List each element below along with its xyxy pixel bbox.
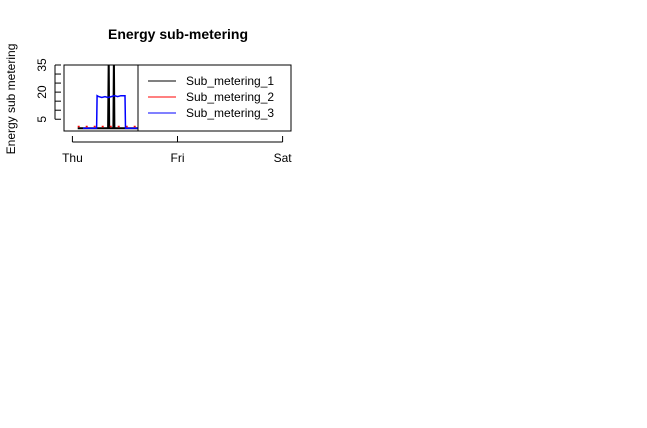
legend-label: Sub_metering_2 <box>186 90 274 104</box>
x-tick-label: Fri <box>171 151 185 165</box>
legend-label: Sub_metering_3 <box>186 106 274 120</box>
legend-box <box>137 64 292 132</box>
y-tick-label: 20 <box>35 85 49 99</box>
legend: Sub_metering_1 Sub_metering_2 Sub_metering… <box>137 64 292 132</box>
y-tick-label: 35 <box>35 58 49 72</box>
legend-label: Sub_metering_1 <box>186 74 274 88</box>
x-tick-label: Thu <box>62 151 83 165</box>
y-tick-label: 5 <box>35 116 49 123</box>
y-axis-label: Energy sub metering <box>4 44 18 155</box>
chart-title: Energy sub-metering <box>108 26 248 42</box>
x-tick-label: Sat <box>274 151 293 165</box>
